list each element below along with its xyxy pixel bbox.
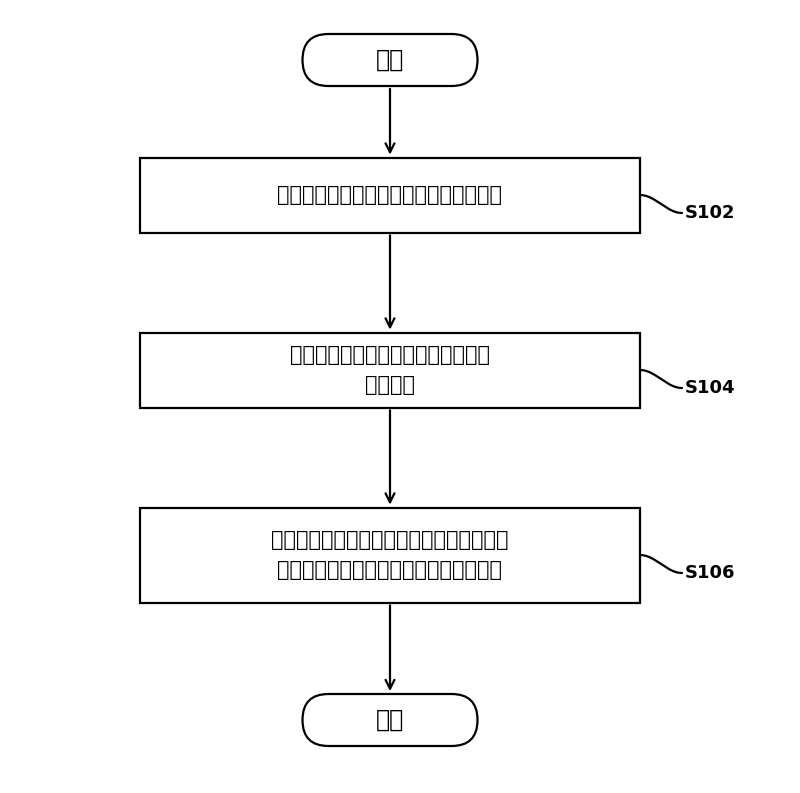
Text: S102: S102: [685, 204, 735, 222]
Text: 开始: 开始: [376, 48, 404, 72]
Text: 确定所述制氧机气路切换机构的基准压力: 确定所述制氧机气路切换机构的基准压力: [278, 185, 502, 205]
FancyBboxPatch shape: [302, 34, 478, 86]
Text: 确定所述制氧机气路切换机构切换的
基准时间: 确定所述制氧机气路切换机构切换的 基准时间: [290, 345, 490, 395]
Text: 结束: 结束: [376, 708, 404, 732]
FancyBboxPatch shape: [140, 332, 640, 408]
Text: S104: S104: [685, 379, 735, 397]
Text: S106: S106: [685, 564, 735, 582]
FancyBboxPatch shape: [302, 694, 478, 746]
Text: 根据所述基准压力和所述基准时间对控制参
数进行调整以确定所述控制参数的最佳值: 根据所述基准压力和所述基准时间对控制参 数进行调整以确定所述控制参数的最佳值: [271, 531, 509, 580]
FancyBboxPatch shape: [140, 158, 640, 232]
FancyBboxPatch shape: [140, 508, 640, 603]
